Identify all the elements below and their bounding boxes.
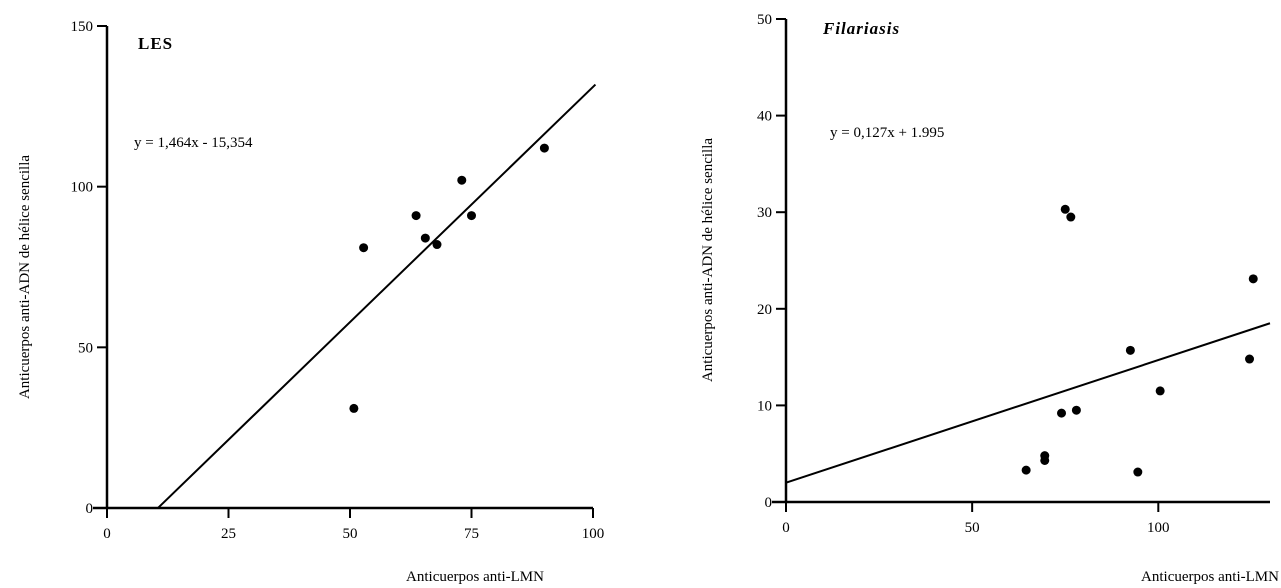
regression-equation: y = 1,464x - 15,354: [134, 135, 253, 151]
data-point: [1060, 204, 1070, 214]
y-tick-label: 150: [71, 19, 94, 35]
chart-title: LES: [138, 34, 173, 53]
data-point: [411, 211, 421, 221]
data-point: [1021, 465, 1031, 475]
x-axis-label: Anticuerpos anti-LMN: [1141, 569, 1279, 585]
x-tick-label: 100: [582, 526, 605, 542]
y-axis-label: Anticuerpos anti-ADN de hélice sencilla: [700, 138, 716, 382]
data-point: [349, 403, 359, 413]
data-point: [1133, 467, 1143, 477]
regression-equation: y = 0,127x + 1.995: [830, 125, 944, 141]
x-axis-label: Anticuerpos anti-LMN: [406, 569, 544, 585]
data-point: [1040, 451, 1050, 461]
data-point: [1071, 405, 1081, 415]
y-axis-label: Anticuerpos anti-ADN de hélice sencilla: [17, 155, 33, 399]
y-tick-label: 50: [78, 340, 93, 356]
data-point: [1057, 408, 1067, 418]
data-point: [467, 211, 476, 221]
regression-line: [785, 322, 1271, 484]
x-tick-label: 0: [782, 520, 790, 536]
regression-line: [157, 83, 597, 509]
x-tick-label: 100: [1147, 520, 1170, 536]
data-point: [457, 175, 467, 185]
x-tick-label: 25: [221, 526, 236, 542]
data-point: [1245, 354, 1255, 364]
x-tick-label: 50: [965, 520, 980, 536]
data-point: [432, 240, 442, 250]
data-point: [1066, 212, 1076, 222]
y-tick-label: 30: [757, 205, 772, 221]
y-tick-label: 100: [71, 180, 94, 196]
data-point: [1248, 274, 1258, 284]
y-tick-label: 20: [757, 302, 772, 318]
y-tick-label: 0: [765, 495, 773, 511]
chart-panel-filariasis: Filariasis y = 0,127x + 1.995 Anticuerpo…: [700, 12, 1279, 585]
x-tick-label: 50: [343, 526, 358, 542]
chart-title: Filariasis: [822, 19, 900, 38]
chart-panel-les: LES y = 1,464x - 15,354 Anticuerpos anti…: [17, 19, 604, 585]
y-tick-label: 40: [757, 109, 772, 125]
data-point: [1155, 386, 1165, 396]
y-tick-label: 50: [757, 12, 772, 28]
y-tick-label: 10: [757, 398, 772, 414]
x-tick-label: 0: [103, 526, 111, 542]
data-point: [539, 143, 549, 153]
y-tick-label: 0: [86, 501, 94, 517]
data-point: [359, 243, 369, 253]
x-tick-label: 75: [464, 526, 479, 542]
data-point: [420, 233, 430, 243]
data-point: [1125, 345, 1135, 355]
